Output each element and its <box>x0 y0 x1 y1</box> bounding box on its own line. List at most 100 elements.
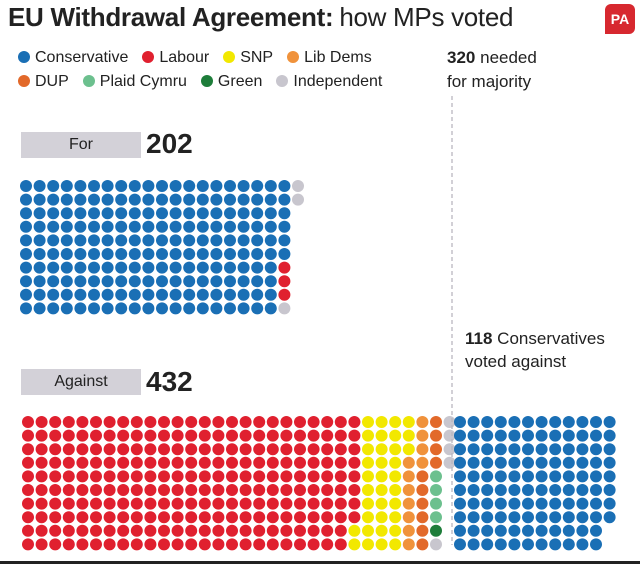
vote-dot <box>144 429 157 442</box>
vote-dot <box>49 524 62 537</box>
vote-dot <box>212 497 225 510</box>
vote-dot <box>62 443 75 456</box>
vote-dot <box>130 470 143 483</box>
legend-item: Conservative <box>18 46 128 70</box>
vote-dot <box>375 524 388 537</box>
vote-dot <box>117 456 130 469</box>
vote-dot <box>103 416 116 428</box>
vote-dot <box>454 484 466 496</box>
vote-dot <box>321 484 334 496</box>
vote-dot <box>389 484 402 496</box>
vote-dot <box>185 470 198 483</box>
vote-dot <box>35 484 48 496</box>
vote-dot <box>467 538 480 551</box>
majority-line2: for majority <box>447 72 532 91</box>
vote-dot <box>196 207 209 220</box>
vote-dot <box>60 207 73 220</box>
vote-dot <box>467 429 480 442</box>
pa-logo-icon: PA <box>605 4 635 34</box>
bottom-rule <box>0 561 640 564</box>
vote-dot <box>576 484 589 496</box>
vote-dot <box>251 193 264 206</box>
vote-dot <box>22 429 34 442</box>
vote-dot <box>467 470 480 483</box>
legend-label: Independent <box>293 73 383 90</box>
vote-dot <box>47 275 60 288</box>
vote-dot <box>416 524 429 537</box>
vote-dot <box>430 538 442 551</box>
vote-dot <box>210 275 223 288</box>
vote-dot <box>49 429 62 442</box>
vote-dot <box>389 429 402 442</box>
vote-dot <box>362 456 374 469</box>
vote-dot <box>196 180 209 192</box>
vote-dot <box>198 538 211 551</box>
vote-dot <box>76 429 89 442</box>
vote-dot <box>101 302 114 315</box>
vote-dot <box>590 524 602 537</box>
vote-dot <box>90 416 102 428</box>
vote-dot <box>212 443 225 456</box>
vote-dot <box>522 456 534 469</box>
vote-dot <box>49 416 62 428</box>
vote-dot <box>144 538 157 551</box>
vote-dot <box>576 456 589 469</box>
vote-dot <box>169 288 182 301</box>
vote-dot <box>576 443 589 456</box>
vote-dot <box>278 275 291 288</box>
vote-dot <box>481 511 494 524</box>
majority-line1: needed <box>480 48 537 67</box>
cons-against-line2: voted against <box>465 352 567 371</box>
vote-dot <box>549 538 562 551</box>
vote-dot <box>264 288 277 301</box>
vote-dot <box>169 302 182 315</box>
vote-dot <box>416 429 429 442</box>
vote-dot <box>47 207 60 220</box>
vote-dot <box>103 484 116 496</box>
vote-dot <box>467 511 480 524</box>
majority-value: 320 <box>447 48 476 67</box>
vote-dot <box>278 234 291 247</box>
vote-dot <box>239 429 252 442</box>
vote-dot <box>334 443 347 456</box>
vote-dot <box>226 497 238 510</box>
vote-dot <box>88 234 100 247</box>
vote-dot <box>20 220 32 233</box>
legend-item: Labour <box>142 46 209 70</box>
legend-dot-icon <box>18 75 30 87</box>
vote-dot <box>253 524 266 537</box>
vote-dot <box>362 511 374 524</box>
vote-dot <box>590 511 602 524</box>
vote-dot <box>549 470 562 483</box>
legend-item: Lib Dems <box>287 46 372 70</box>
vote-dot <box>362 443 374 456</box>
vote-dot <box>603 456 616 469</box>
vote-dot <box>292 180 304 192</box>
vote-dot <box>494 443 507 456</box>
vote-dot <box>62 470 75 483</box>
vote-dot <box>481 456 494 469</box>
vote-dot <box>198 416 211 428</box>
vote-dot <box>494 524 507 537</box>
vote-dot <box>224 275 236 288</box>
vote-dot <box>375 497 388 510</box>
legend-label: DUP <box>35 73 69 90</box>
vote-dot <box>576 524 589 537</box>
vote-dot <box>128 234 141 247</box>
vote-dot <box>253 456 266 469</box>
vote-dot <box>402 538 415 551</box>
vote-dot <box>237 193 250 206</box>
vote-dot <box>210 220 223 233</box>
vote-dot <box>33 288 46 301</box>
vote-dot <box>158 443 170 456</box>
vote-dot <box>117 443 130 456</box>
vote-dot <box>128 288 141 301</box>
vote-dot <box>103 511 116 524</box>
vote-dot <box>171 538 184 551</box>
vote-dot <box>47 261 60 274</box>
legend-dot-icon <box>287 51 300 63</box>
vote-dot <box>251 207 264 220</box>
vote-dot <box>47 220 60 233</box>
vote-dot <box>22 497 34 510</box>
vote-dot <box>224 193 236 206</box>
